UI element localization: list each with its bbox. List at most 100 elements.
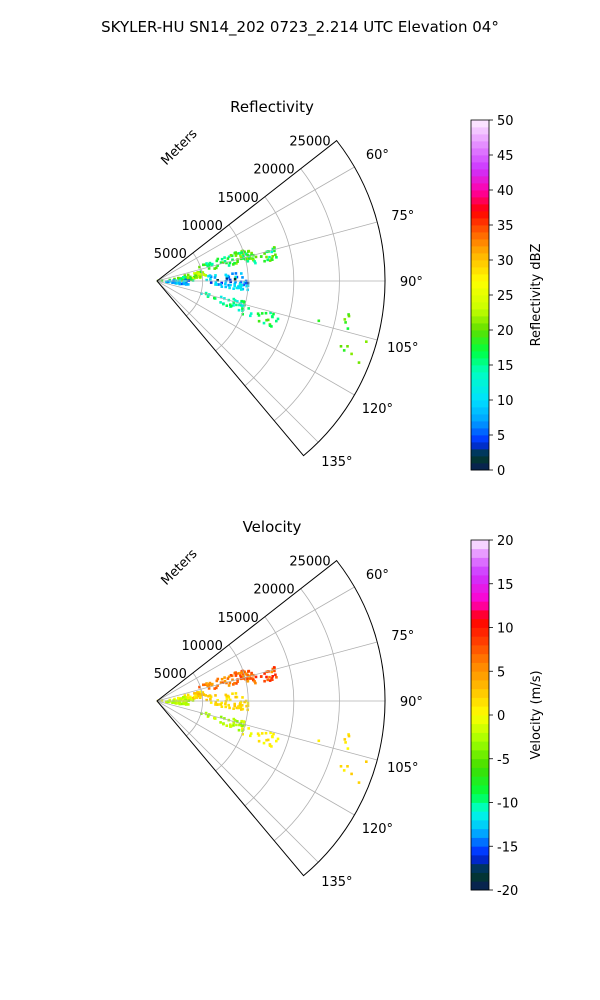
- echo-cell: [224, 273, 228, 277]
- echo-cell: [213, 716, 216, 720]
- velocity-panel: Velocity Meters 5000 10000 15000 20000 25000…: [154, 518, 544, 899]
- colorbar-level: [471, 592, 489, 602]
- colorbar-level: [471, 653, 489, 663]
- echo-cell: [265, 738, 268, 742]
- colorbar-level: [471, 176, 489, 184]
- colorbar-level: [471, 120, 489, 128]
- echo-cell: [238, 703, 242, 706]
- reflectivity-title: Reflectivity: [230, 98, 314, 116]
- angle-tick-label: 135°: [321, 455, 352, 470]
- echo-cell: [266, 738, 270, 742]
- grid-arc: [244, 196, 295, 387]
- echo-cell: [273, 669, 276, 673]
- echo-cell: [193, 272, 196, 275]
- echo-cell: [244, 673, 248, 676]
- echo-cell: [250, 253, 253, 257]
- colorbar-level: [471, 428, 489, 436]
- angle-tick-label: 75°: [391, 629, 414, 644]
- echo-cell: [273, 249, 276, 253]
- echo-cell: [187, 283, 190, 286]
- colorbar-level: [471, 456, 489, 464]
- sector-outline: [156, 139, 386, 457]
- echo-cell: [234, 671, 237, 674]
- echo-cell: [186, 273, 190, 277]
- echo-cell: [240, 708, 243, 711]
- echo-cell: [233, 704, 236, 708]
- echo-cell: [346, 327, 350, 330]
- echo-cell: [263, 679, 266, 683]
- colorbar-level: [471, 750, 489, 760]
- grid-arc: [186, 252, 203, 317]
- colorbar-level: [471, 636, 489, 646]
- reflectivity-panel: Reflectivity Meters 5000 10000 15000 20000 2…: [154, 98, 544, 479]
- colorbar-level: [471, 758, 489, 768]
- colorbar-level: [471, 281, 489, 289]
- reflectivity-colorbar: 0 5 10 15 20 25 30 35 40 45 50 Reflectivity dBZ: [470, 114, 544, 479]
- echo-cell: [177, 701, 181, 705]
- echo-cell: [191, 276, 194, 280]
- colorbar-level: [471, 557, 489, 567]
- echo-cell: [241, 696, 244, 699]
- colorbar-level: [471, 169, 489, 177]
- colorbar-level: [471, 141, 489, 149]
- echo-cell: [183, 695, 187, 699]
- echo-cell: [270, 670, 273, 674]
- echo-cell: [240, 720, 243, 723]
- echo-cell: [192, 275, 196, 279]
- grid-spoke: [156, 280, 378, 341]
- echo-cell: [242, 301, 246, 304]
- echo-cell: [225, 724, 229, 727]
- echo-cell: [219, 703, 222, 706]
- echo-cell: [264, 731, 268, 735]
- echo-cell: [249, 314, 252, 318]
- echo-cell: [249, 732, 253, 735]
- colorbar-level: [471, 134, 489, 142]
- echo-cell: [259, 675, 263, 678]
- echo-cell: [236, 706, 240, 710]
- echo-cell: [245, 260, 249, 263]
- echo-cell: [204, 694, 207, 697]
- echo-cell: [234, 695, 237, 699]
- echo-cell: [231, 692, 234, 695]
- echo-cell: [242, 672, 245, 675]
- echo-cell: [216, 257, 220, 261]
- echo-cell: [223, 676, 226, 679]
- echo-cell: [235, 682, 238, 685]
- echo-cell: [171, 701, 174, 704]
- echo-cell: [234, 674, 238, 677]
- grid-arc: [215, 224, 249, 352]
- echo-cell: [182, 702, 186, 706]
- echo-cell: [219, 721, 222, 724]
- echo-cell: [271, 258, 274, 261]
- echo-cell: [257, 314, 261, 317]
- echo-cell: [231, 272, 234, 275]
- echo-cell: [197, 273, 200, 276]
- echo-cell: [357, 361, 361, 364]
- echo-cell: [183, 274, 187, 277]
- colorbar-level: [471, 732, 489, 742]
- echo-cell: [238, 723, 241, 727]
- echo-cell: [199, 275, 202, 279]
- echo-cell: [209, 697, 212, 701]
- echo-cell: [229, 674, 233, 677]
- echo-cell: [223, 679, 227, 683]
- colorbar-level: [471, 627, 489, 637]
- echo-cell: [216, 699, 219, 702]
- echo-cell: [232, 721, 235, 725]
- echo-cell: [205, 262, 208, 265]
- echo-cell: [365, 760, 368, 763]
- echo-cell: [239, 705, 243, 709]
- echo-cell: [160, 279, 164, 282]
- reflectivity-polar-plot: 5000 10000 15000 20000 25000 60° 75° 90° 105° 120…: [154, 135, 423, 470]
- colorbar-level: [471, 741, 489, 751]
- echo-cell: [237, 252, 240, 255]
- echo-cell: [254, 261, 257, 265]
- echo-cell: [347, 733, 350, 736]
- echo-cell: [365, 340, 368, 343]
- colorbar-level: [471, 274, 489, 282]
- echo-cell: [192, 695, 196, 699]
- echo-cell: [194, 693, 198, 697]
- colorbar-level: [471, 715, 489, 725]
- echo-cell: [242, 670, 246, 673]
- echo-cell: [232, 301, 235, 305]
